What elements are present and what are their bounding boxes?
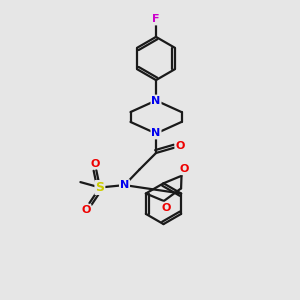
Text: F: F xyxy=(152,14,160,25)
Text: N: N xyxy=(152,128,160,139)
Text: O: O xyxy=(90,158,100,169)
Text: O: O xyxy=(161,202,171,213)
Text: O: O xyxy=(179,164,189,174)
Text: O: O xyxy=(175,141,185,151)
Text: N: N xyxy=(120,180,129,190)
Text: O: O xyxy=(81,205,91,215)
Text: N: N xyxy=(152,95,160,106)
Text: S: S xyxy=(95,181,104,194)
